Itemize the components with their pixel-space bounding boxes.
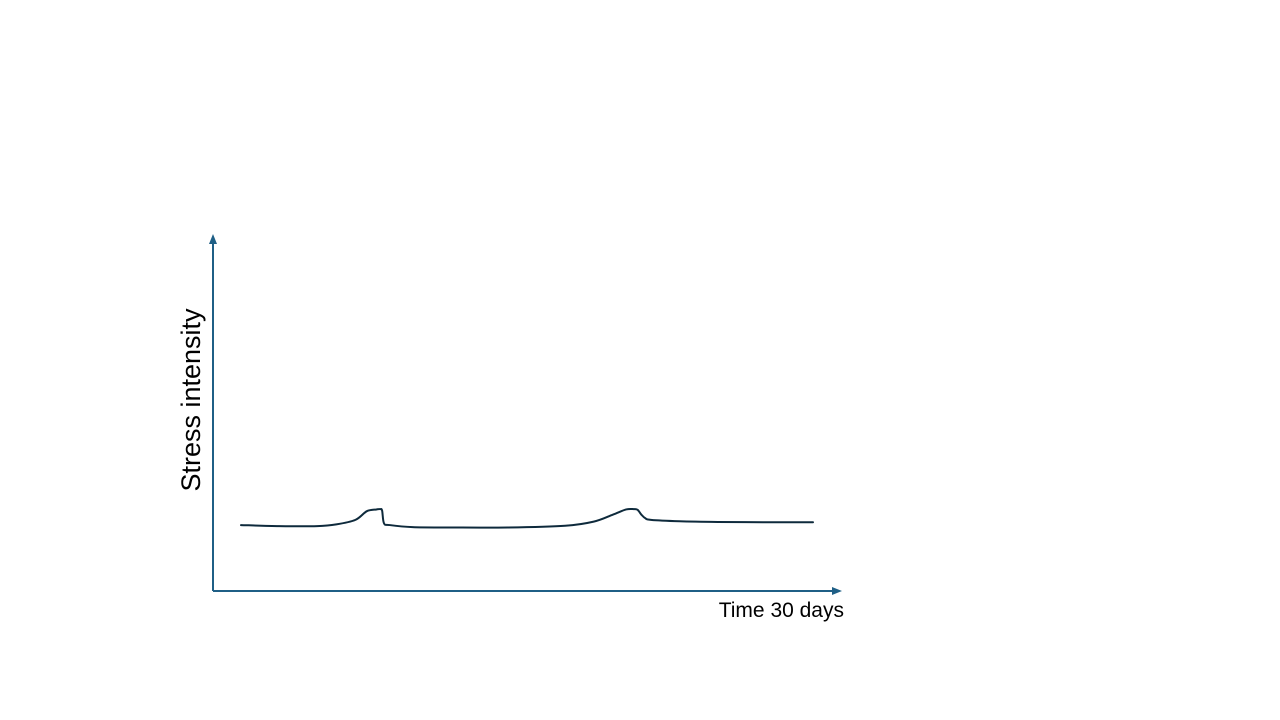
series-line [241,509,813,528]
x-axis-arrow-icon [832,587,842,595]
y-axis-arrow-icon [209,234,217,244]
y-axis-title: Stress intensity [176,308,206,492]
x-axis-title: Time 30 days [719,599,844,622]
